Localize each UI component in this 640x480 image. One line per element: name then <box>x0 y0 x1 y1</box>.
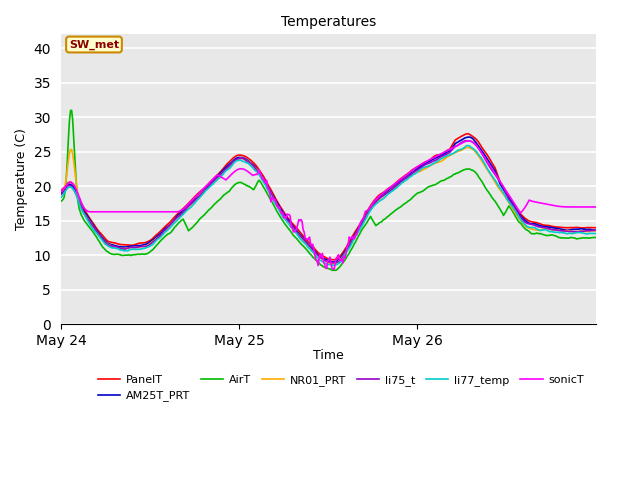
AM25T_PRT <box>497 183 505 189</box>
sonicT <box>376 192 384 198</box>
AM25T_PRT <box>581 227 589 232</box>
sonicT <box>311 252 319 258</box>
Line: AM25T_PRT: AM25T_PRT <box>61 137 596 262</box>
AirT <box>316 260 323 266</box>
AM25T_PRT <box>57 190 65 195</box>
li75_t <box>57 192 65 197</box>
sonicT <box>464 138 472 144</box>
AM25T_PRT <box>329 259 337 265</box>
AirT <box>312 257 320 263</box>
PanelT <box>57 187 65 193</box>
li75_t <box>314 252 322 258</box>
li77_temp <box>592 230 600 236</box>
Line: PanelT: PanelT <box>61 134 596 260</box>
PanelT <box>376 192 384 197</box>
li77_temp <box>348 241 355 247</box>
sonicT <box>581 204 589 210</box>
AirT <box>497 209 505 215</box>
AM25T_PRT <box>465 134 473 140</box>
Line: sonicT: sonicT <box>61 141 596 269</box>
AM25T_PRT <box>348 238 355 244</box>
sonicT <box>57 188 65 194</box>
Y-axis label: Temperature (C): Temperature (C) <box>15 129 28 230</box>
PanelT <box>592 225 600 230</box>
li77_temp <box>330 263 338 268</box>
PanelT <box>581 225 589 230</box>
PanelT <box>497 181 505 187</box>
AM25T_PRT <box>592 228 600 233</box>
AirT <box>349 245 356 251</box>
li77_temp <box>581 231 589 237</box>
Text: SW_met: SW_met <box>69 39 119 49</box>
Line: li77_temp: li77_temp <box>61 145 596 265</box>
li75_t <box>497 181 505 187</box>
NR01_PRT <box>463 144 471 150</box>
li77_temp <box>463 143 471 148</box>
sonicT <box>592 204 600 210</box>
Legend: PanelT, AM25T_PRT, AirT, NR01_PRT, li75_t, li77_temp, sonicT: PanelT, AM25T_PRT, AirT, NR01_PRT, li75_… <box>93 371 588 406</box>
AirT <box>378 219 385 225</box>
li77_temp <box>314 255 322 261</box>
AirT <box>581 235 589 241</box>
Line: NR01_PRT: NR01_PRT <box>61 147 596 264</box>
AM25T_PRT <box>314 252 322 258</box>
AirT <box>68 108 76 113</box>
li75_t <box>348 240 355 245</box>
NR01_PRT <box>57 192 65 197</box>
NR01_PRT <box>348 239 355 245</box>
PanelT <box>314 250 322 255</box>
sonicT <box>314 263 322 268</box>
NR01_PRT <box>311 250 319 256</box>
li77_temp <box>376 198 384 204</box>
NR01_PRT <box>581 228 589 234</box>
X-axis label: Time: Time <box>313 349 344 362</box>
AirT <box>592 235 600 240</box>
li75_t <box>330 260 338 266</box>
Line: AirT: AirT <box>61 110 596 270</box>
sonicT <box>330 266 338 272</box>
PanelT <box>348 235 355 241</box>
li77_temp <box>57 194 65 200</box>
Line: li75_t: li75_t <box>61 141 596 263</box>
Title: Temperatures: Temperatures <box>281 15 376 29</box>
PanelT <box>329 257 337 263</box>
sonicT <box>348 235 355 241</box>
PanelT <box>311 246 319 252</box>
li77_temp <box>311 252 319 258</box>
li75_t <box>463 138 471 144</box>
PanelT <box>463 131 471 137</box>
NR01_PRT <box>497 189 505 194</box>
NR01_PRT <box>592 228 600 234</box>
li75_t <box>376 195 384 201</box>
li77_temp <box>497 187 505 192</box>
NR01_PRT <box>376 195 384 201</box>
li75_t <box>581 228 589 234</box>
AM25T_PRT <box>311 249 319 254</box>
sonicT <box>497 180 505 186</box>
NR01_PRT <box>314 253 322 259</box>
NR01_PRT <box>330 261 338 267</box>
AM25T_PRT <box>376 194 384 200</box>
li75_t <box>311 249 319 255</box>
li75_t <box>592 228 600 233</box>
AirT <box>57 198 65 204</box>
AirT <box>328 267 336 273</box>
